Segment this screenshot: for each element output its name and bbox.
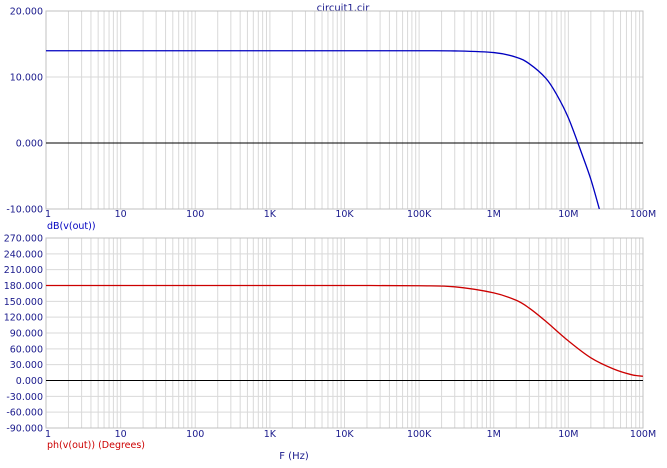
- y-tick-label: 90.000: [10, 329, 43, 340]
- x-tick-label: 100: [186, 209, 204, 220]
- y-tick-label: 10.000: [10, 73, 43, 84]
- y-tick-label: 60.000: [10, 344, 43, 355]
- x-tick-label: 10: [115, 429, 127, 440]
- x-tick-label: 10M: [558, 209, 578, 220]
- y-tick-label: 210.000: [4, 265, 43, 276]
- series-name-label: dB(v(out)): [47, 221, 96, 232]
- x-tick-label: 100M: [630, 209, 656, 220]
- y-tick-label: 150.000: [4, 297, 43, 308]
- series-name-label: ph(v(out)) (Degrees): [47, 440, 145, 451]
- series-line-magnitude: [46, 50, 600, 209]
- phase-chart: 270.000 240.000 210.000 180.000 150.000 120.0…: [4, 234, 656, 452]
- x-tick-label: 100K: [407, 209, 432, 220]
- x-tick-label: 10: [115, 209, 127, 220]
- x-tick-label: 100K: [407, 429, 432, 440]
- x-tick-label: 10K: [335, 429, 354, 440]
- x-tick-label: 1K: [264, 429, 277, 440]
- plot-frame: [45, 10, 644, 210]
- x-tick-label: 1: [45, 209, 51, 220]
- y-tick-label: 0.000: [16, 376, 43, 387]
- series-line-phase: [46, 284, 643, 377]
- x-tick-label: 1M: [487, 209, 501, 220]
- y-tick-label: -60.000: [6, 408, 43, 419]
- x-axis-label: F (Hz): [279, 451, 309, 462]
- y-tick-label: 270.000: [4, 234, 43, 245]
- x-tick-label: 10K: [335, 209, 354, 220]
- chart-title: circuit1.cir: [317, 3, 371, 14]
- y-tick-label: 180.000: [4, 281, 43, 292]
- x-tick-label: 100: [186, 429, 204, 440]
- plot-frame: [45, 237, 644, 429]
- y-tick-label: 20.000: [10, 7, 43, 18]
- magnitude-chart: 20.000 10.000 0.000 -10.000 1 10 100 1K 10K 100K 1…: [6, 7, 656, 233]
- y-tick-label: -30.000: [6, 392, 43, 403]
- x-tick-label: 1K: [264, 209, 277, 220]
- y-tick-label: 0.000: [16, 139, 43, 150]
- y-tick-label: 120.000: [4, 313, 43, 324]
- x-tick-label: 1: [45, 429, 51, 440]
- y-tick-label: -10.000: [6, 205, 43, 216]
- y-tick-label: 30.000: [10, 360, 43, 371]
- x-tick-label: 100M: [630, 429, 656, 440]
- y-tick-label: -90.000: [6, 424, 43, 435]
- y-tick-label: 240.000: [4, 249, 43, 260]
- x-tick-label: 1M: [487, 429, 501, 440]
- x-tick-label: 10M: [558, 429, 578, 440]
